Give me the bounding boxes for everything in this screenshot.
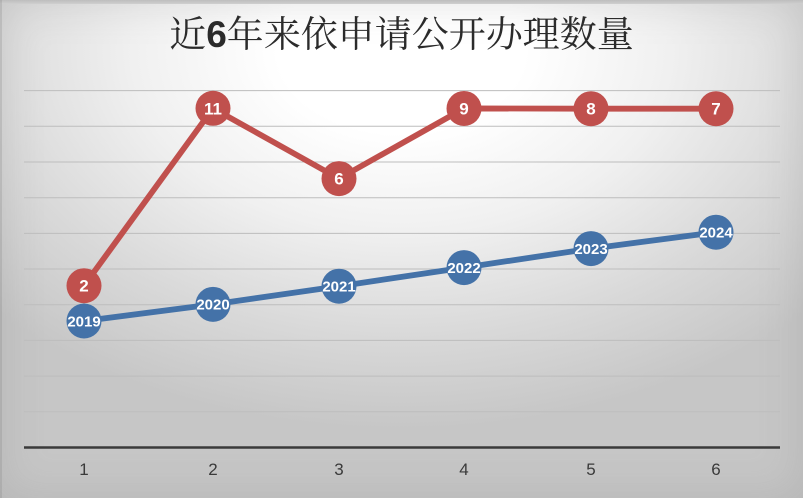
svg-text:5: 5 [586, 460, 595, 479]
svg-text:1: 1 [79, 460, 88, 479]
svg-text:6: 6 [711, 460, 720, 479]
svg-text:8: 8 [586, 100, 595, 119]
svg-text:11: 11 [204, 99, 222, 118]
svg-text:4: 4 [459, 460, 468, 479]
svg-text:2: 2 [208, 460, 217, 479]
svg-text:3: 3 [334, 460, 343, 479]
svg-text:7: 7 [711, 100, 720, 119]
svg-text:2020: 2020 [196, 297, 229, 314]
svg-text:2022: 2022 [447, 260, 480, 277]
svg-text:9: 9 [459, 99, 468, 118]
svg-text:2: 2 [79, 277, 88, 296]
svg-text:2019: 2019 [67, 313, 100, 330]
svg-text:2021: 2021 [322, 279, 355, 296]
svg-text:2023: 2023 [574, 241, 607, 258]
svg-text:2024: 2024 [699, 225, 733, 242]
svg-text:6: 6 [334, 170, 343, 189]
